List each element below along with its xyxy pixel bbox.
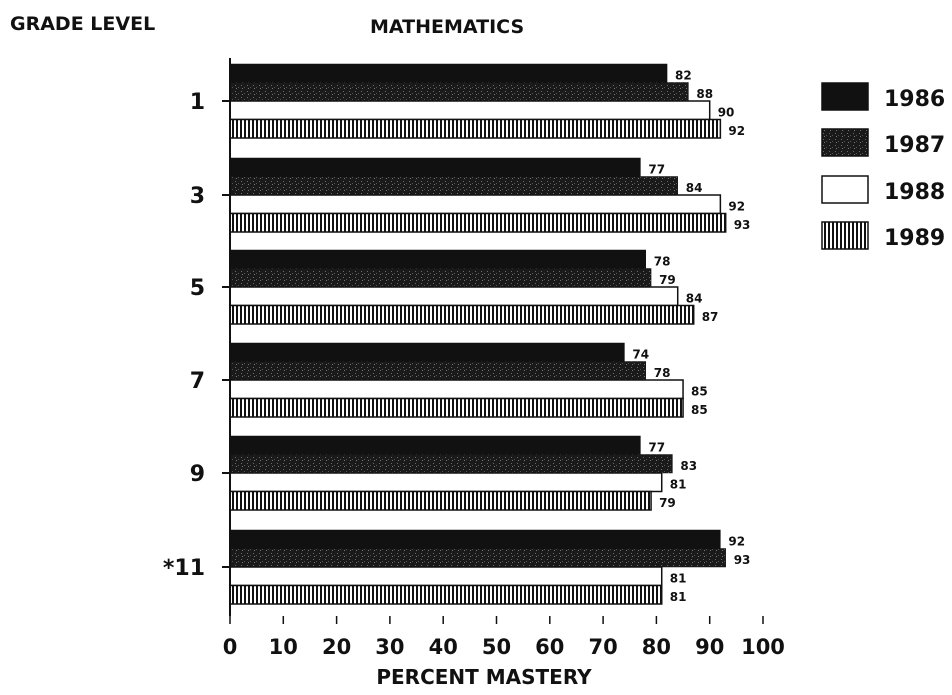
x-tick-label: 0 bbox=[223, 635, 238, 659]
bar-value-label: 82 bbox=[675, 69, 692, 83]
bar-value-label: 81 bbox=[670, 590, 687, 604]
bar-1988-grade-11 bbox=[229, 566, 663, 587]
bar-value-label: 79 bbox=[659, 496, 676, 510]
bar-value-label: 74 bbox=[632, 348, 649, 362]
x-axis-ticks: 0 10 20 30 40 50 60 70 80 90 100 bbox=[223, 616, 785, 659]
legend-swatch-1986 bbox=[821, 82, 869, 111]
category-label: 3 bbox=[190, 184, 205, 209]
bar-1986-grade-1 bbox=[229, 63, 668, 83]
x-tick-label: 70 bbox=[588, 635, 617, 659]
bar-1987-grade-9 bbox=[229, 454, 673, 474]
x-tick-label: 90 bbox=[695, 635, 724, 659]
bar-value-label: 79 bbox=[659, 273, 676, 287]
bar-value-label: 88 bbox=[696, 87, 713, 101]
bar-1988-grade-7 bbox=[229, 379, 684, 400]
x-tick-label: 10 bbox=[269, 635, 298, 659]
bar-1989-grade-7 bbox=[229, 397, 684, 418]
legend-label-1987: 1987 bbox=[884, 133, 945, 158]
bar-1988-grade-1 bbox=[229, 100, 711, 121]
bar-value-label: 78 bbox=[654, 255, 671, 269]
bar-1987-grade-7 bbox=[229, 361, 646, 381]
x-tick-label: 80 bbox=[642, 635, 671, 659]
x-tick-label: 30 bbox=[375, 635, 404, 659]
x-tick-label: 60 bbox=[535, 635, 564, 659]
bar-1989-grade-9 bbox=[229, 490, 652, 511]
bar-value-label: 83 bbox=[680, 459, 697, 473]
category-label: 9 bbox=[190, 462, 205, 487]
legend: 1986 1987 1988 1989 bbox=[821, 82, 945, 251]
legend-swatch-1989 bbox=[821, 221, 869, 250]
bar-value-label: 77 bbox=[648, 441, 665, 455]
bar-value-label: 85 bbox=[691, 385, 708, 399]
bar-1987-grade-5 bbox=[229, 268, 652, 288]
chart-title: MATHEMATICS bbox=[370, 16, 524, 38]
bar-1987-grade-1 bbox=[229, 82, 689, 102]
bar-value-label: 84 bbox=[686, 292, 703, 306]
bar-value-label: 93 bbox=[734, 553, 751, 567]
legend-swatch-1987 bbox=[821, 128, 869, 157]
bar-value-label: 81 bbox=[670, 572, 687, 586]
category-label: 7 bbox=[190, 369, 205, 394]
bar-value-label: 93 bbox=[734, 218, 751, 232]
legend-swatch-1988 bbox=[821, 175, 869, 204]
grade-level-header: GRADE LEVEL bbox=[10, 13, 155, 35]
bar-value-label: 85 bbox=[691, 403, 708, 417]
bar-1988-grade-5 bbox=[229, 286, 679, 307]
bar-1987-grade-11 bbox=[229, 548, 726, 568]
bar-value-label: 77 bbox=[648, 163, 665, 177]
bar-1989-grade-3 bbox=[229, 212, 727, 233]
bar-1986-grade-3 bbox=[229, 157, 641, 177]
bar-value-label: 84 bbox=[686, 181, 703, 195]
bar-value-label: 78 bbox=[654, 366, 671, 380]
x-axis-label: PERCENT MASTERY bbox=[376, 665, 592, 689]
bar-1986-grade-7 bbox=[229, 342, 625, 362]
bar-1987-grade-3 bbox=[229, 176, 678, 196]
x-tick-label: 40 bbox=[429, 635, 458, 659]
bar-1986-grade-9 bbox=[229, 435, 641, 455]
legend-label-1989: 1989 bbox=[884, 226, 945, 251]
bar-1989-grade-5 bbox=[229, 304, 695, 325]
bar-value-label: 81 bbox=[670, 478, 687, 492]
bar-1988-grade-9 bbox=[229, 472, 663, 493]
bar-value-label: 90 bbox=[718, 106, 735, 120]
bar-value-label: 87 bbox=[702, 310, 719, 324]
bar-1989-grade-11 bbox=[229, 584, 663, 605]
bar-value-label: 92 bbox=[728, 124, 745, 138]
x-tick-label: 100 bbox=[741, 635, 785, 659]
x-tick-label: 20 bbox=[322, 635, 351, 659]
category-label: *11 bbox=[163, 556, 205, 581]
bar-value-label: 92 bbox=[728, 535, 745, 549]
x-tick-label: 50 bbox=[482, 635, 511, 659]
bar-1988-grade-3 bbox=[229, 194, 722, 215]
category-label: 1 bbox=[190, 90, 205, 115]
bar-1986-grade-5 bbox=[229, 249, 646, 269]
bar-value-label: 92 bbox=[728, 200, 745, 214]
legend-label-1988: 1988 bbox=[884, 180, 945, 205]
legend-label-1986: 1986 bbox=[884, 87, 945, 112]
bars-layer: 1 82 88 90 92 3 77 84 92 93 5 78 79 84 87 7 74 78 85 85 9 77 8… bbox=[163, 63, 751, 605]
bar-1986-grade-11 bbox=[229, 529, 721, 549]
bar-1989-grade-1 bbox=[229, 118, 722, 139]
category-label: 5 bbox=[190, 276, 205, 301]
